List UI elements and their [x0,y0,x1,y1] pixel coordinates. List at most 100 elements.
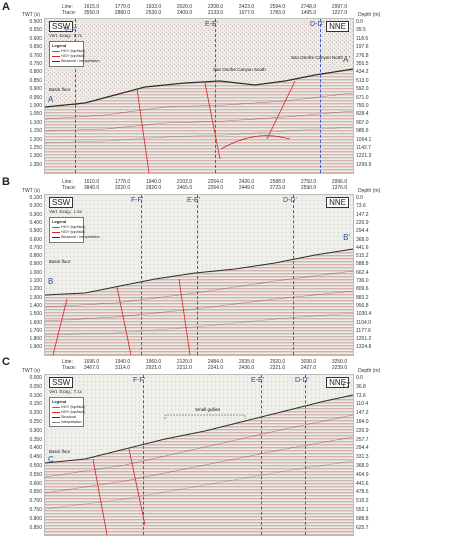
twt-tick-label: 0.100 [29,392,42,399]
depth-tick-label: 1104.0 [356,319,371,326]
line-value: 2594.0 [269,4,286,10]
depth-axis-label: Depth (m) [358,368,381,374]
direction-right: NNE [326,21,349,32]
panel-b: B Line: Trace: 1610.0 1778.0 1940.0 2102.0 2… [0,176,474,356]
twt-axis-label: TWT (s) [22,188,40,194]
twt-tick-label: 1.100 [29,278,42,284]
trace-value: 2241.0 [207,365,224,371]
depth-tick-label: 1064.1 [356,136,372,143]
depth-tick-label: 147.2 [356,410,369,417]
twt-tick-label: 0.700 [29,52,42,59]
trace-value: 1227.0 [331,10,348,16]
twt-axis-label: TWT (s) [22,12,40,18]
end-point-label: A' [343,55,350,64]
twt-tick-label: 0.750 [29,507,42,513]
twt-tick-label: 0.750 [29,61,42,67]
depth-tick-label: 220.9 [356,219,369,226]
segment-label-e: E-E' [251,377,265,384]
end-point-label: B' [343,233,350,242]
depth-tick-label: 147.2 [356,211,369,218]
depth-tick-label: 73.6 [356,392,366,399]
trace-value: 3840.0 [83,185,100,191]
twt-tick-label: 1.050 [29,111,42,118]
depth-tick-label: 0.0 [356,195,363,201]
start-point-label: A [48,95,54,104]
depth-tick-label: 331.3 [356,454,369,461]
panel-letter: B [2,176,10,188]
trace-value: 3467.0 [83,365,100,371]
direction-left: SSW [49,377,74,388]
depth-tick-label: 513.0 [356,77,369,84]
legend-title: Legend [52,43,67,48]
trace-value: 2539.0 [145,10,162,16]
line-value: 2120.0 [176,359,193,365]
twt-tick-label: 0.050 [29,383,42,390]
legend-item: H10? (top/fault) [52,405,85,409]
twt-tick-label: 1.300 [29,294,42,301]
trace-value: 2590.0 [300,185,317,191]
line-value: 2264.0 [207,179,224,185]
direction-right: NNE [326,197,349,208]
segment-label-d: D-D' [310,21,324,28]
header-labels: Line: Trace: [62,359,76,371]
twt-tick-label: 0.450 [29,454,42,461]
twt-tick-label: 1.200 [29,136,42,143]
depth-tick-label: 956.8 [356,302,369,309]
twt-tick-label: 0.900 [29,86,42,93]
direction-left: SSW [49,21,74,32]
twt-tick-label: 0.950 [29,94,42,101]
segment-line [75,19,76,173]
depth-tick-label: 220.9 [356,427,369,434]
legend-title: Legend [52,219,67,224]
line-value: 1615.0 [83,4,100,10]
depth-tick-label: 294.4 [356,445,369,452]
depth-tick-label: 197.6 [356,44,369,51]
legend-item: H20? (top/fault) [52,54,85,58]
twt-tick-label: 0.500 [29,228,42,235]
trace-value: 2449.0 [238,185,255,191]
trace-value: 2264.0 [207,185,224,191]
twt-tick-label: 1.500 [29,311,42,318]
depth-tick-label: 1251.2 [356,336,372,343]
twt-tick-label: 1.150 [29,128,42,135]
depth-tick-label: 907.0 [356,119,369,126]
twt-tick-label: 1.400 [29,302,42,309]
segment-label-e: E-E' [205,21,219,28]
trace-value: 1783.0 [269,10,286,16]
segment-line [215,19,216,173]
depth-tick-label: 883.2 [356,294,369,301]
line-label: Line: [62,4,73,10]
legend-item: Structural / Interpretation [52,59,100,63]
twt-tick-label: 1.700 [29,327,42,334]
trace-label: Trace: [62,365,76,371]
direction-left: SSW [49,197,74,208]
twt-tick-label: 0.700 [29,498,42,505]
line-value: 1778.0 [114,179,131,185]
line-value: 1610.0 [83,179,100,185]
depth-axis-label: Depth (m) [358,188,381,194]
twt-axis-label: TWT (s) [22,368,40,374]
legend: Legend H10? (top/fault) H20? (top/fault)… [49,397,85,427]
legend-item: Structural / Interpretation [52,235,100,239]
twt-tick-label: 0.200 [29,203,42,210]
line-value: 2102.0 [176,179,193,185]
seismic-profile [45,195,353,355]
twt-tick-label: 0.550 [29,471,42,478]
line-value: 1933.0 [145,4,162,10]
twt-tick-label: 1.100 [29,119,42,126]
twt-tick-label: 0.300 [29,211,42,218]
direction-right: NNE [326,377,349,388]
trace-value: 1376.0 [331,185,348,191]
line-value: 1696.0 [83,359,100,365]
header-labels: Line: Trace: [62,179,76,191]
line-label: Line: [62,359,73,365]
depth-tick-label: 809.6 [356,286,369,293]
line-value: 2423.0 [238,4,255,10]
segment-label-f: F-F' [131,197,144,204]
trace-value: 3550.0 [83,10,100,16]
annotation: San Onofre Canyon South [213,67,266,72]
depth-tick-label: 736.0 [356,278,369,284]
segment-label-f: F-F' [65,27,78,34]
header-line-values: 1610.0 1778.0 1940.0 2102.0 2264.0 2426.0 2588… [76,179,355,185]
twt-tick-label: 0.250 [29,419,42,425]
